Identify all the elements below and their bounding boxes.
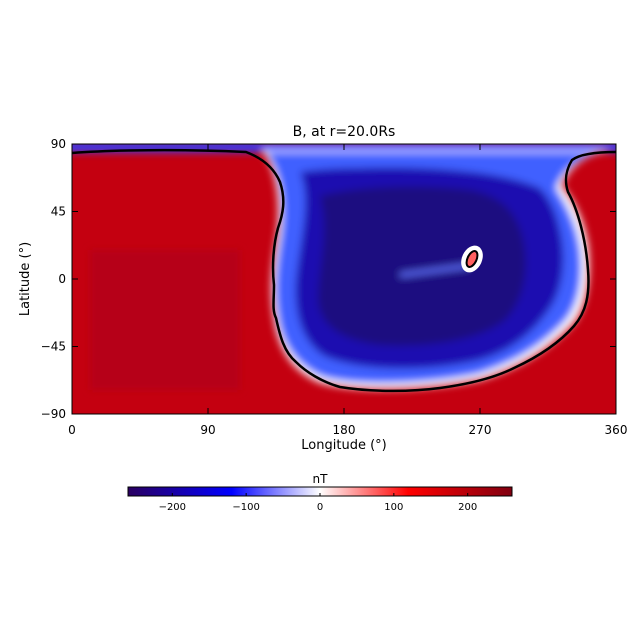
y-axis-label: Latitude (°) [18, 242, 33, 316]
colorbar-ticks: −200 −100 0 100 200 [159, 493, 477, 513]
colorbar-tick-label: 200 [458, 502, 477, 513]
colorbar-tick-label: 0 [317, 502, 323, 513]
colorbar-tick-label: −100 [232, 502, 259, 513]
positive-core-left [90, 250, 240, 390]
faint-ridge [399, 264, 469, 277]
y-tick-label: −45 [41, 340, 66, 354]
colorbar-tick-label: −200 [159, 502, 186, 513]
y-tick-label: 45 [51, 205, 66, 219]
x-tick-label: 270 [469, 423, 492, 437]
y-tick-label: −90 [41, 407, 66, 421]
x-tick-label: 360 [605, 423, 628, 437]
zero-contour-island [465, 250, 479, 268]
x-tick-label: 0 [68, 423, 76, 437]
negative-region-core [318, 186, 526, 346]
y-tick-label: 0 [58, 272, 66, 286]
colorbar-tick-label: 100 [384, 502, 403, 513]
heatmap-field [72, 144, 616, 414]
zero-contour-main [72, 148, 616, 393]
x-tick-label: 180 [333, 423, 356, 437]
chart-title: B, at r=20.0Rs [293, 124, 396, 140]
y-axis: 90 45 0 −45 −90 [41, 137, 616, 421]
x-axis-label: Longitude (°) [301, 438, 386, 453]
colorbar-label: nT [313, 472, 329, 486]
x-tick-label: 90 [200, 423, 215, 437]
y-tick-label: 90 [51, 137, 66, 151]
x-axis: 0 90 180 270 360 [68, 144, 627, 437]
